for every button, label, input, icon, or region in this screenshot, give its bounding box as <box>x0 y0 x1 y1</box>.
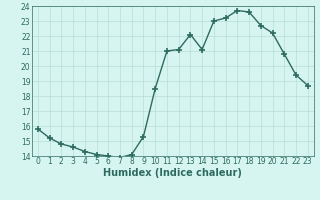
X-axis label: Humidex (Indice chaleur): Humidex (Indice chaleur) <box>103 168 242 178</box>
